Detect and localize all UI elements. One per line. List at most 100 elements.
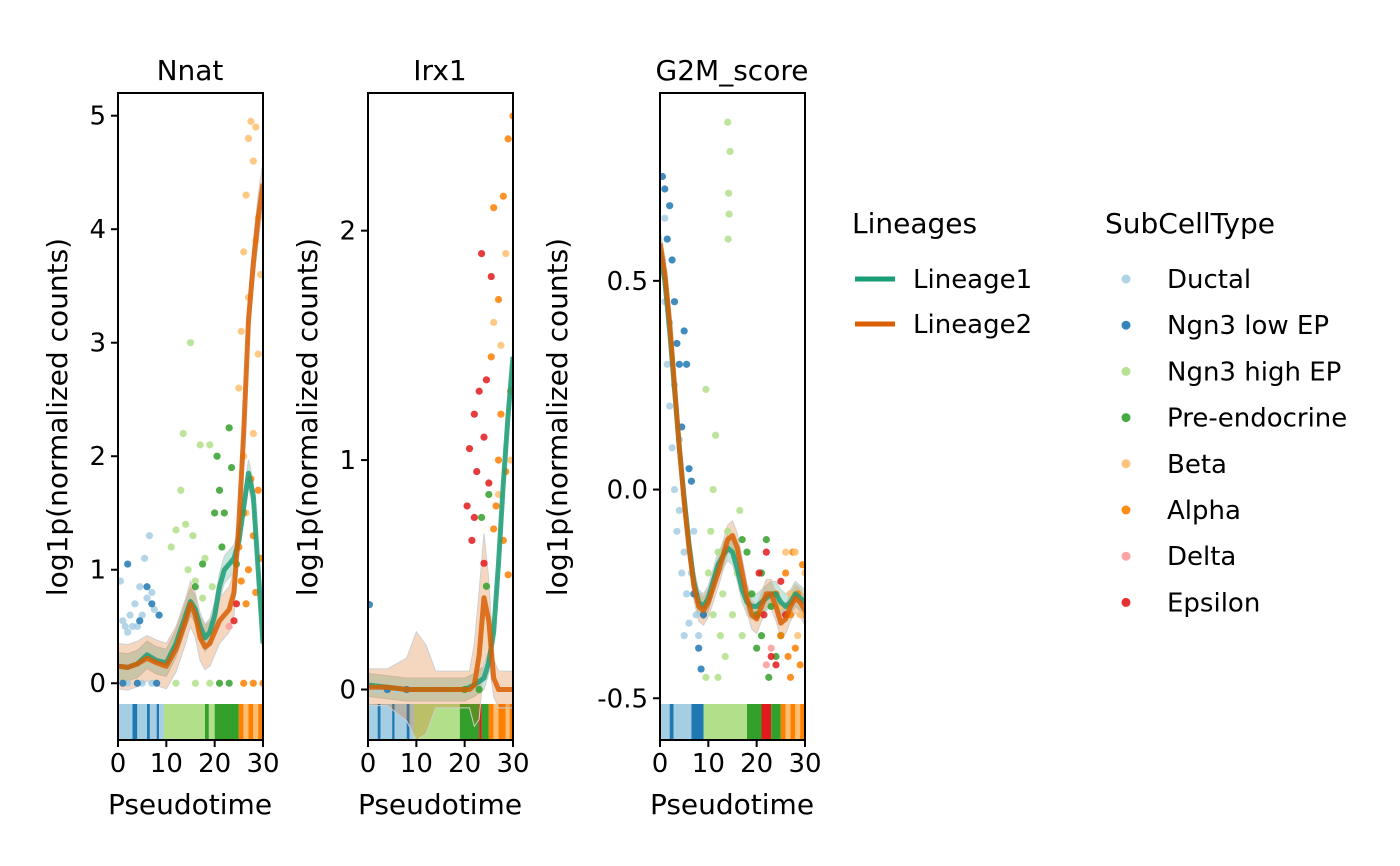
cell-point-pre-endocrine bbox=[218, 543, 226, 551]
cell-point-beta bbox=[237, 327, 245, 335]
cell-point-ductal bbox=[133, 622, 141, 631]
cell-point-ngn3-high-ep bbox=[738, 632, 746, 640]
cell-point-ngn3-low-ep bbox=[680, 327, 688, 335]
celltype-bar-epsilon bbox=[761, 704, 772, 740]
legend-label: Delta bbox=[1167, 542, 1236, 572]
plot-area bbox=[368, 112, 513, 740]
cell-point-pre-endocrine bbox=[215, 486, 224, 494]
celltype-bar-ductal bbox=[149, 704, 157, 740]
cell-point-epsilon bbox=[485, 479, 493, 487]
celltype-bar-ductal bbox=[394, 704, 407, 740]
cell-point-ductal bbox=[143, 594, 151, 602]
celltype-bar-ductal bbox=[118, 704, 133, 740]
cell-point-pre-endocrine bbox=[748, 590, 756, 598]
celltype-bar-epsilon bbox=[479, 704, 482, 740]
legend-label: Beta bbox=[1167, 450, 1227, 480]
celltype-bar-ngn3-low-ep bbox=[406, 704, 410, 740]
confidence-band-lineage2 bbox=[118, 161, 263, 691]
cell-point-ductal bbox=[126, 611, 134, 619]
cell-point-ngn3-high-ep bbox=[191, 577, 199, 585]
cell-point-beta bbox=[796, 611, 804, 619]
cell-point-beta bbox=[242, 191, 250, 199]
y-tick-label: 0 bbox=[89, 669, 106, 699]
cell-point-ductal bbox=[121, 622, 129, 631]
cell-point-alpha bbox=[798, 561, 805, 569]
cell-point-ngn3-high-ep bbox=[724, 527, 732, 535]
cell-point-epsilon bbox=[480, 433, 488, 441]
cell-point-ngn3-high-ep bbox=[208, 583, 216, 591]
cell-point-epsilon bbox=[470, 513, 478, 522]
y-tick-label: 0.0 bbox=[607, 476, 648, 506]
cell-point-ngn3-low-ep bbox=[682, 360, 691, 368]
y-tick-label: 4 bbox=[89, 215, 106, 245]
celltype-bar-alpha bbox=[258, 704, 263, 740]
cell-point-alpha bbox=[490, 204, 498, 212]
cell-point-ngn3-high-ep bbox=[721, 652, 729, 661]
legend-label: Pre-endocrine bbox=[1167, 404, 1347, 434]
legend-marker-ductal bbox=[1121, 274, 1131, 284]
y-axis-label: log1p(normalized counts) bbox=[541, 238, 574, 596]
plot-area bbox=[660, 118, 805, 740]
cell-point-ngn3-high-ep bbox=[716, 632, 725, 640]
y-axis-label: log1p(normalized counts) bbox=[41, 238, 74, 596]
plot-frame bbox=[659, 92, 806, 741]
cell-point-ngn3-high-ep bbox=[728, 611, 737, 619]
cell-point-epsilon bbox=[475, 387, 483, 395]
cell-point-ductal bbox=[673, 527, 681, 535]
celltype-bar-alpha bbox=[498, 704, 506, 740]
cell-point-epsilon bbox=[470, 410, 478, 418]
x-tick-label: 10 bbox=[150, 749, 183, 779]
panel-nnat: Nnat log1p(normalized counts) Pseudotime… bbox=[41, 54, 280, 821]
cell-point-beta bbox=[794, 632, 802, 640]
cell-point-ductal bbox=[136, 583, 144, 591]
cell-point-ngn3-high-ep bbox=[196, 441, 204, 449]
cell-point-beta bbox=[240, 248, 248, 256]
lineage-curve-lineage2 bbox=[118, 183, 263, 670]
celltype-bar-ngn3-low-ep bbox=[669, 704, 674, 740]
cell-point-ductal bbox=[685, 619, 693, 627]
cell-point-ngn3-high-ep bbox=[206, 679, 214, 687]
y-tick-label: 2 bbox=[89, 442, 106, 472]
celltype-bar-alpha bbox=[800, 704, 805, 740]
cell-point-epsilon bbox=[465, 445, 474, 453]
x-axis-label: Pseudotime bbox=[108, 788, 272, 821]
cell-point-ngn3-low-ep bbox=[136, 617, 144, 625]
cell-point-ductal bbox=[680, 548, 688, 556]
celltype-bar-alpha bbox=[248, 704, 254, 740]
cell-point-beta bbox=[490, 318, 498, 327]
cell-point-pre-endocrine bbox=[743, 548, 751, 556]
cell-point-alpha bbox=[244, 566, 253, 574]
cell-point-pre-endocrine bbox=[225, 679, 233, 687]
cell-point-alpha bbox=[782, 569, 790, 577]
celltype-bar-alpha bbox=[238, 704, 244, 740]
cell-point-pre-endocrine bbox=[191, 583, 199, 591]
x-tick-label: 30 bbox=[788, 749, 821, 779]
legend-marker-delta bbox=[1121, 551, 1131, 561]
cell-point-epsilon bbox=[477, 250, 486, 258]
cell-point-ductal bbox=[692, 611, 700, 619]
cell-point-beta bbox=[256, 271, 263, 279]
cell-point-ngn3-low-ep bbox=[133, 679, 141, 687]
cell-point-ductal bbox=[661, 214, 669, 222]
cell-point-ngn3-low-ep bbox=[124, 560, 132, 568]
cell-point-ngn3-high-ep bbox=[186, 339, 195, 347]
cell-point-ductal bbox=[663, 360, 671, 368]
celltype-bar-ngn3-low-ep bbox=[156, 704, 160, 740]
legend-title: SubCellType bbox=[1105, 207, 1275, 240]
cell-point-ductal bbox=[670, 485, 679, 494]
cell-point-alpha bbox=[504, 135, 512, 143]
cell-point-ngn3-high-ep bbox=[709, 611, 717, 619]
cell-point-ductal bbox=[675, 506, 683, 515]
cell-point-ductal bbox=[131, 600, 139, 608]
x-tick-label: 30 bbox=[246, 749, 279, 779]
cell-point-alpha bbox=[249, 679, 257, 687]
celltype-bar-alpha bbox=[790, 704, 796, 740]
cell-point-ductal bbox=[678, 569, 686, 577]
cell-point-pre-endocrine bbox=[211, 509, 219, 517]
cell-point-epsilon bbox=[755, 569, 763, 577]
legend-label: Alpha bbox=[1167, 496, 1241, 526]
celltype-bar-pre-endocrine bbox=[747, 704, 762, 740]
cell-point-ngn3-high-ep bbox=[182, 520, 190, 528]
plot-frame bbox=[117, 92, 264, 741]
cell-point-alpha bbox=[494, 295, 503, 304]
